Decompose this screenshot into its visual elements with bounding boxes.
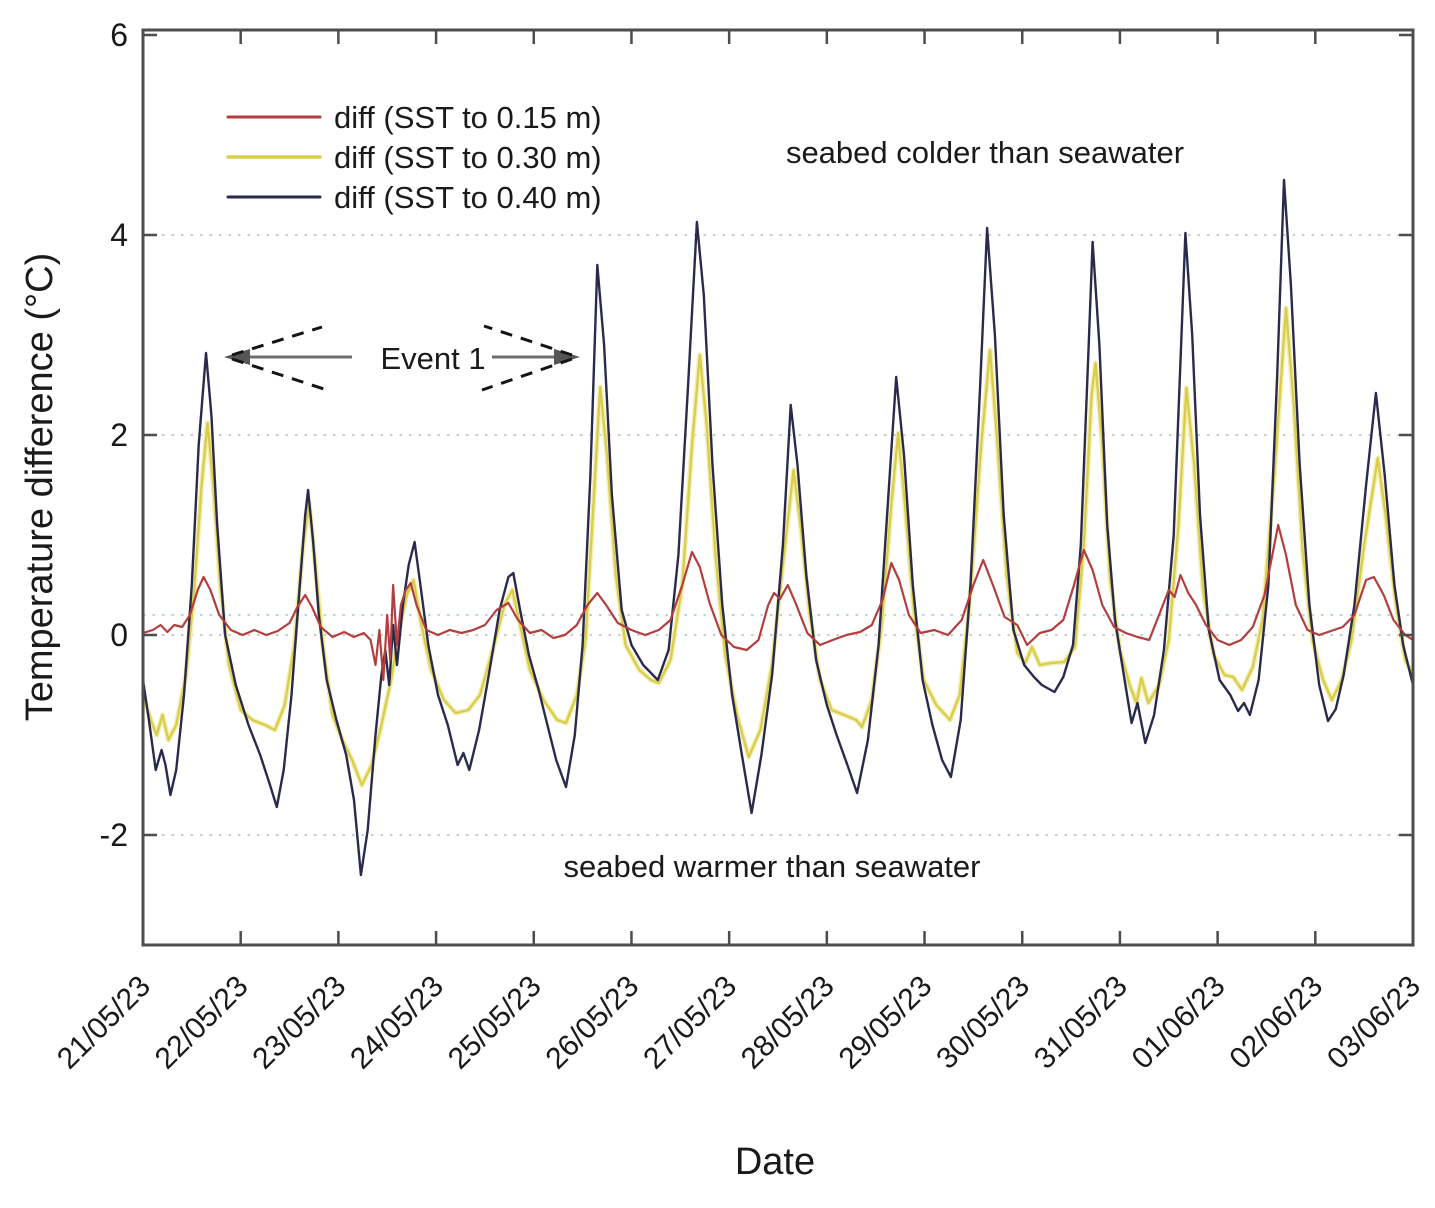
x-tick-label: 26/05/23: [539, 970, 645, 1076]
x-tick-label: 02/06/23: [1223, 970, 1329, 1076]
event-arrow-left-chevron-upper: [231, 325, 323, 357]
series-line-sst-0.15m: [141, 523, 1415, 682]
plot-border: [141, 28, 1415, 947]
legend-item-label: diff (SST to 0.15 m): [334, 100, 602, 135]
annotations: seabed colder than seawater seabed warmer…: [224, 135, 1184, 884]
event-arrow-right-chevron-lower: [481, 357, 573, 392]
event-arrow-left-chevron-lower: [231, 357, 325, 391]
x-tick-label: 28/05/23: [735, 970, 841, 1076]
axes: [141, 28, 1415, 947]
annotation-seabed-warmer: seabed warmer than seawater: [563, 849, 980, 884]
y-tick-label: -2: [100, 817, 128, 853]
y-tick-label: 6: [110, 17, 128, 53]
legend-item-label: diff (SST to 0.40 m): [334, 180, 602, 215]
x-tick-label: 01/06/23: [1126, 970, 1232, 1076]
x-tick-label: 30/05/23: [930, 970, 1036, 1076]
gridlines: [143, 234, 1413, 836]
series-lines: [140, 178, 1416, 877]
series-line-halo-sst-0.30m: [140, 305, 1416, 788]
x-tick-label: 29/05/23: [833, 970, 939, 1076]
annotation-seabed-colder: seabed colder than seawater: [786, 135, 1184, 170]
series-line-sst-0.40m: [141, 178, 1415, 877]
y-axis-title: Temperature difference (°C): [19, 253, 61, 722]
legend: diff (SST to 0.15 m) diff (SST to 0.30 m)…: [226, 100, 602, 215]
event-arrow-left-head: [224, 349, 250, 365]
y-tick-label: 0: [110, 617, 128, 653]
y-tick-label: 4: [110, 217, 128, 253]
x-tick-label: 23/05/23: [246, 970, 352, 1076]
x-tick-label: 21/05/23: [51, 970, 157, 1076]
x-tick-label: 22/05/23: [149, 970, 255, 1076]
x-tick-label: 03/06/23: [1321, 970, 1427, 1076]
annotation-event-1: Event 1: [380, 341, 485, 376]
event-arrow-right-chevron-upper: [483, 324, 573, 357]
tick-labels: 6 4 2 0 -2 21/05/2322/05/2323/05/2324/05/2325…: [51, 17, 1427, 1076]
x-axis-title: Date: [735, 1141, 815, 1183]
legend-item-label: diff (SST to 0.30 m): [334, 140, 602, 175]
x-tick-label: 31/05/23: [1028, 970, 1134, 1076]
x-tick-label: 25/05/23: [442, 970, 548, 1076]
x-tick-label: 27/05/23: [637, 970, 743, 1076]
x-tick-label: 24/05/23: [344, 970, 450, 1076]
y-tick-label: 2: [110, 417, 128, 453]
event-arrow-right-head: [554, 349, 580, 365]
